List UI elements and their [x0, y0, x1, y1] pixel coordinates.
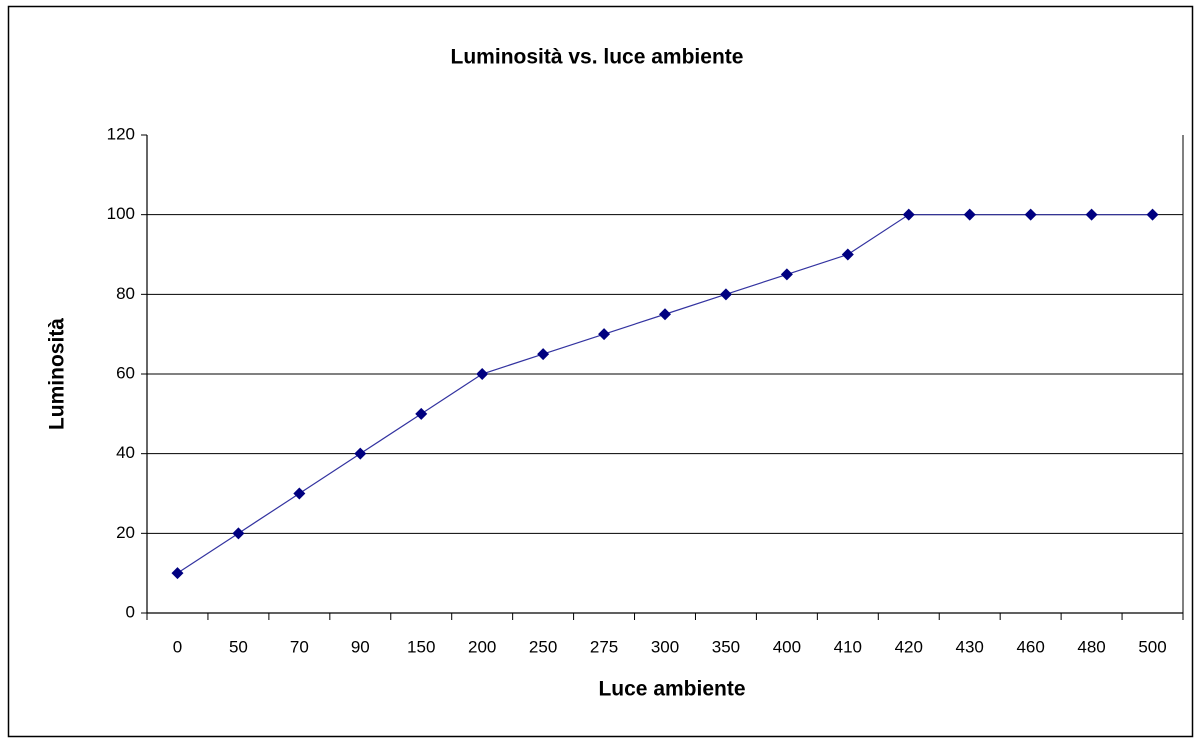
- marker: [1024, 208, 1037, 221]
- marker: [354, 447, 367, 460]
- x-tick-label: 50: [229, 637, 248, 656]
- y-axis-label: Luminosità: [46, 318, 69, 430]
- x-tick-label: 90: [351, 637, 370, 656]
- marker: [171, 567, 184, 580]
- x-tick-label: 70: [290, 637, 309, 656]
- marker: [719, 288, 732, 301]
- marker: [232, 527, 245, 540]
- x-tick-label: 250: [529, 637, 557, 656]
- marker: [659, 308, 671, 321]
- chart-border: [7, 5, 1194, 738]
- y-tick-label: 80: [116, 284, 135, 303]
- x-tick-label: 300: [651, 637, 679, 656]
- x-tick-label: 350: [712, 637, 740, 656]
- marker: [963, 208, 976, 221]
- x-tick-label: 420: [895, 637, 923, 656]
- marker: [293, 487, 306, 500]
- x-tick-label: 410: [834, 637, 862, 656]
- marker: [841, 248, 854, 261]
- y-tick-label: 40: [116, 443, 135, 462]
- marker: [598, 328, 611, 341]
- x-tick-label: 0: [173, 637, 182, 656]
- marker: [902, 208, 915, 221]
- y-tick-label: 120: [107, 124, 135, 143]
- x-tick-label: 200: [468, 637, 496, 656]
- x-tick-label: 275: [590, 637, 618, 656]
- y-tick-label: 100: [107, 204, 135, 223]
- marker: [1146, 208, 1159, 221]
- x-tick-label: 500: [1138, 637, 1166, 656]
- marker: [415, 407, 428, 420]
- x-tick-label: 400: [773, 637, 801, 656]
- y-tick-label: 0: [126, 602, 135, 621]
- marker: [537, 348, 550, 361]
- y-tick-label: 20: [116, 523, 135, 542]
- marker: [780, 268, 793, 281]
- x-tick-label: 480: [1077, 637, 1105, 656]
- chart-title: Luminosità vs. luce ambiente: [451, 46, 744, 69]
- marker: [476, 368, 489, 380]
- marker: [1085, 208, 1098, 221]
- x-axis-label: Luce ambiente: [598, 678, 745, 701]
- x-tick-label: 430: [956, 637, 984, 656]
- x-tick-label: 460: [1016, 637, 1044, 656]
- y-tick-label: 60: [116, 363, 135, 382]
- x-tick-label: 150: [407, 637, 435, 656]
